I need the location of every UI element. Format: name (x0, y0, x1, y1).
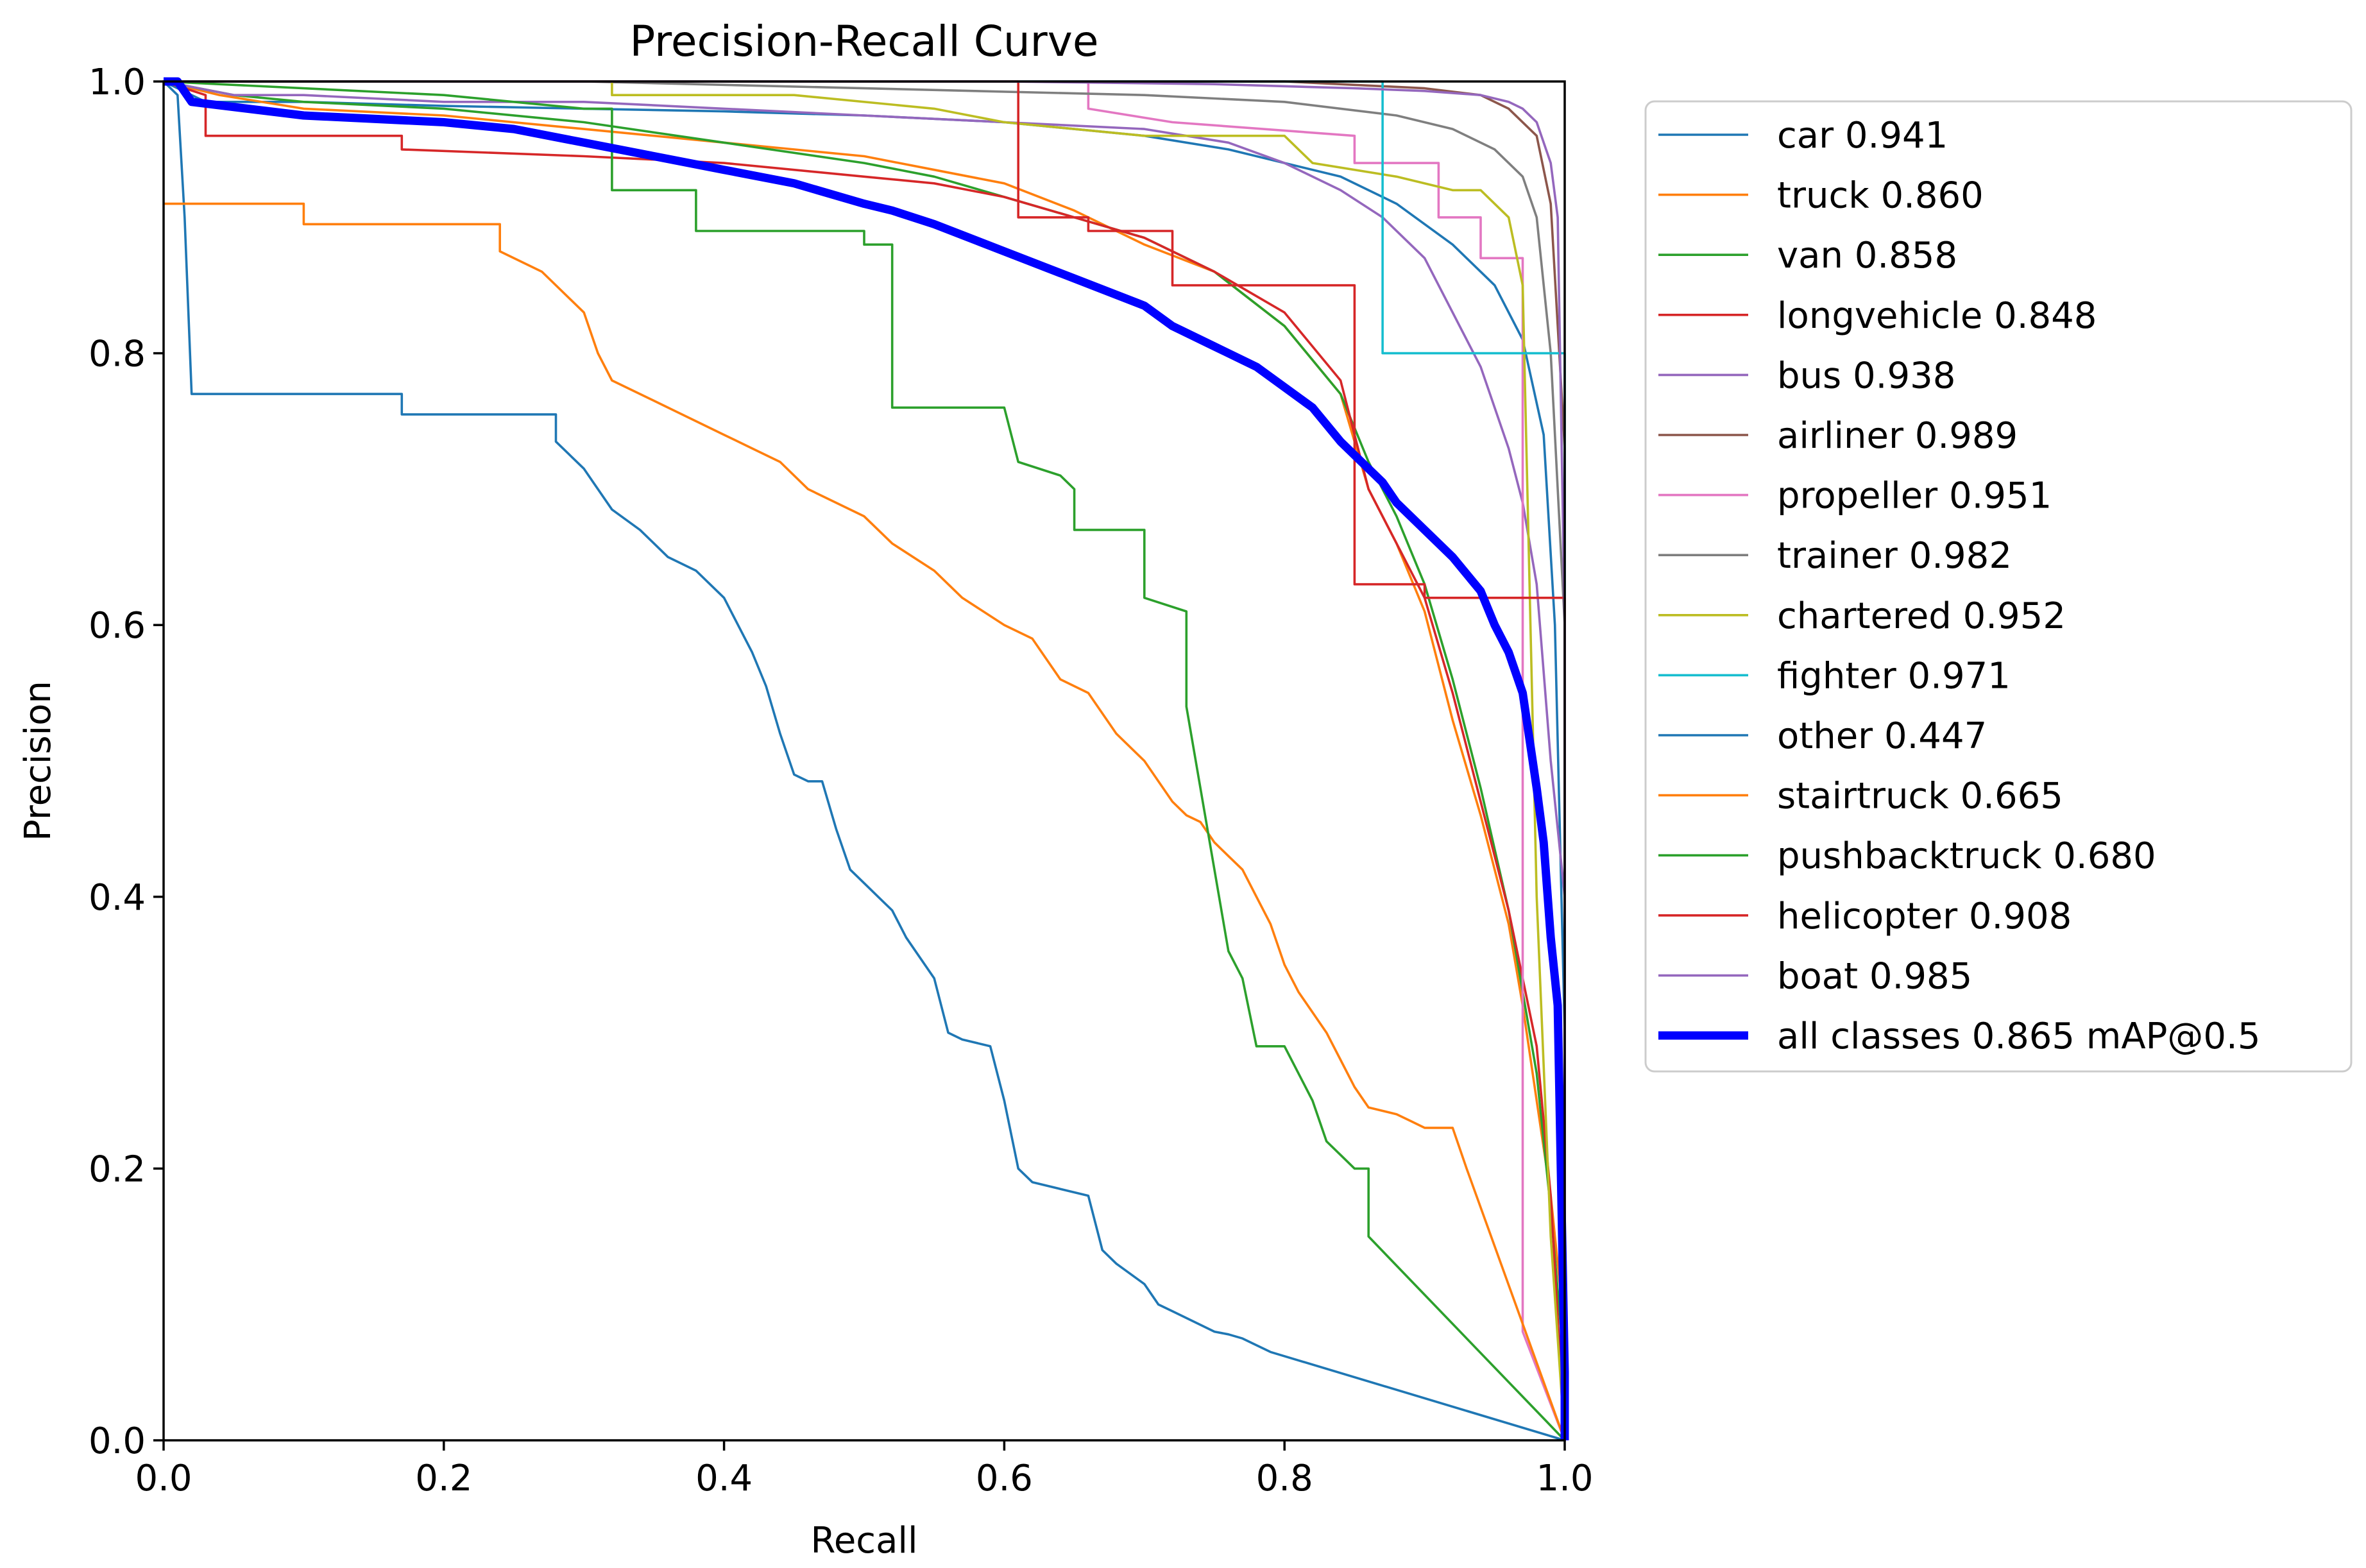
x-tick-label: 0.2 (415, 1458, 472, 1499)
legend-entry-stairtruck: stairtruck 0.665 (1658, 776, 2063, 817)
x-tick-label: 0.0 (135, 1458, 192, 1499)
series-line-all-classes (164, 77, 1569, 1440)
y-tick-label: 0.8 (89, 334, 146, 375)
legend-items: car 0.941 truck 0.860 van 0.858 longvehicle… (1658, 115, 2260, 1057)
plot-area (162, 77, 1569, 1442)
series-line-car (163, 80, 1566, 1440)
legend-label: airliner 0.989 (1777, 415, 2018, 457)
y-tick-label: 0.2 (89, 1148, 146, 1190)
x-tick-label: 1.0 (1536, 1458, 1593, 1499)
legend-label: boat 0.985 (1777, 955, 1972, 997)
x-tick-label: 0.4 (695, 1458, 753, 1499)
legend-label: trainer 0.982 (1777, 535, 2012, 577)
legend-entry-trainer: trainer 0.982 (1658, 535, 2012, 577)
series-line-stairtruck (164, 202, 1566, 1441)
y-axis-label: Precision (17, 681, 59, 841)
y-tick-label: 0.6 (89, 605, 146, 647)
legend-label: stairtruck 0.665 (1777, 776, 2063, 817)
legend-label: all classes 0.865 mAP@0.5 (1777, 1016, 2260, 1057)
legend-label: propeller 0.951 (1777, 475, 2052, 517)
series-line-other (162, 80, 1565, 1442)
series-line-propeller (164, 80, 1566, 1441)
legend-label: van 0.858 (1777, 235, 1957, 277)
y-tick-label: 0.4 (89, 877, 146, 919)
legend: car 0.941 truck 0.860 van 0.858 longvehicle… (1644, 100, 2353, 1073)
y-axis: 0.0 0.2 0.4 0.6 0.8 1.0 (89, 62, 164, 1462)
legend-entry-other: other 0.447 (1658, 715, 1987, 757)
legend-label: truck 0.860 (1777, 175, 1984, 217)
chart-title: Precision-Recall Curve (630, 17, 1099, 66)
legend-entry-airliner: airliner 0.989 (1658, 415, 2018, 457)
legend-entry-propeller: propeller 0.951 (1658, 475, 2052, 517)
plot-frame (162, 80, 1566, 1442)
legend-label: bus 0.938 (1777, 355, 1955, 396)
legend-entry-pushbacktruck: pushbacktruck 0.680 (1658, 835, 2156, 877)
legend-label: car 0.941 (1777, 115, 1948, 157)
legend-label: longvehicle 0.848 (1777, 295, 2097, 337)
legend-entry-chartered: chartered 0.952 (1658, 595, 2066, 637)
legend-label: chartered 0.952 (1777, 595, 2066, 637)
legend-label: fighter 0.971 (1777, 655, 2011, 697)
legend-label: other 0.447 (1777, 715, 1987, 757)
legend-frame (1644, 100, 2353, 1073)
legend-entry-all-classes: all classes 0.865 mAP@0.5 (1658, 1016, 2260, 1057)
legend-entry-car: car 0.941 (1658, 115, 1948, 157)
x-tick-label: 0.8 (1256, 1458, 1313, 1499)
series-line-pushbacktruck (163, 80, 1566, 1442)
x-tick-label: 0.6 (976, 1458, 1033, 1499)
legend-label: pushbacktruck 0.680 (1777, 835, 2156, 877)
legend-entry-boat: boat 0.985 (1658, 955, 1972, 997)
series-line-helicopter (164, 80, 1566, 1440)
legend-entry-helicopter: helicopter 0.908 (1658, 896, 2072, 937)
legend-entry-bus: bus 0.938 (1658, 355, 1955, 396)
legend-entry-fighter: fighter 0.971 (1658, 655, 2011, 697)
x-axis: 0.0 0.2 0.4 0.6 0.8 1.0 (135, 1440, 1594, 1499)
legend-label: helicopter 0.908 (1777, 896, 2072, 937)
series-line-chartered (164, 80, 1566, 1441)
x-axis-label: Recall (810, 1520, 917, 1562)
y-tick-label: 0.0 (89, 1420, 146, 1462)
legend-entry-truck: truck 0.860 (1658, 175, 1984, 217)
y-tick-label: 1.0 (89, 62, 146, 103)
series-line-longvehicle (163, 80, 1566, 1441)
legend-entry-longvehicle: longvehicle 0.848 (1658, 295, 2097, 337)
series-layer (162, 77, 1569, 1442)
legend-entry-van: van 0.858 (1658, 235, 1957, 277)
